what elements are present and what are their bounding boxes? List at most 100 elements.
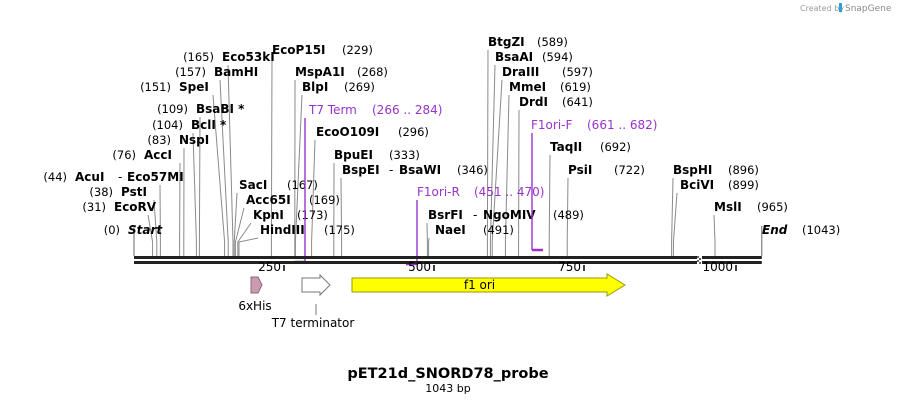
site-spei[interactable]: (151) SpeI bbox=[140, 80, 209, 94]
site-ecop15i[interactable]: EcoP15I (229) bbox=[272, 43, 373, 57]
site-name: End bbox=[762, 223, 788, 237]
site-position: (268) bbox=[357, 65, 388, 79]
site-btgzi[interactable]: BtgZI (589) bbox=[488, 35, 568, 49]
site-position: (109) bbox=[157, 102, 188, 116]
site-line bbox=[219, 79, 229, 256]
site-line bbox=[311, 139, 316, 256]
site-name: SacI bbox=[239, 178, 267, 192]
site-drdi[interactable]: DrdI (641) bbox=[519, 95, 593, 109]
site-name: BspEI bbox=[342, 163, 380, 177]
site-position: (173) bbox=[297, 208, 328, 222]
site-position: (597) bbox=[562, 65, 593, 79]
site-name: BsrFI bbox=[428, 208, 463, 222]
site-name: MmeI bbox=[509, 80, 546, 94]
site-start[interactable]: (0) Start bbox=[104, 223, 164, 237]
site-line bbox=[504, 94, 510, 256]
site-msli[interactable]: MslI (965) bbox=[714, 200, 788, 214]
site-bcivi[interactable]: BciVI (899) bbox=[680, 178, 759, 192]
site-blpi[interactable]: BlpI (269) bbox=[302, 80, 375, 94]
site-name: BclI * bbox=[191, 118, 227, 132]
site-nspi[interactable]: (83) NspI bbox=[147, 133, 209, 147]
site-name-2: NgoMIV bbox=[483, 208, 536, 222]
site-position: (44) bbox=[43, 170, 67, 184]
site-separator: - bbox=[118, 170, 122, 184]
site-name-2: BsaWI bbox=[399, 163, 441, 177]
site-line bbox=[340, 177, 343, 256]
site-position: (589) bbox=[537, 35, 568, 49]
site-line bbox=[566, 177, 569, 256]
site-line bbox=[233, 192, 238, 256]
site-line bbox=[671, 177, 674, 256]
tick-label: 250 bbox=[258, 260, 281, 274]
site-hindiii[interactable]: HindIII (175) bbox=[260, 223, 355, 237]
site-saci[interactable]: SacI (167) bbox=[239, 178, 318, 192]
site-end[interactable]: End (1043) bbox=[762, 223, 840, 237]
site-name: PstI bbox=[121, 185, 147, 199]
site-bsabi[interactable]: (109) BsaBI * bbox=[157, 102, 245, 116]
site-position: (165) bbox=[183, 50, 214, 64]
site-name: SpeI bbox=[179, 80, 209, 94]
site-acui[interactable]: (44) AcuI - Eco57MI bbox=[43, 170, 183, 184]
site-mspa1i[interactable]: MspA1I (268) bbox=[295, 65, 388, 79]
site-acc65i[interactable]: Acc65I (169) bbox=[246, 193, 340, 207]
site-acci[interactable]: (76) AccI bbox=[112, 148, 172, 162]
site-position: (346) bbox=[457, 163, 488, 177]
site-mmei[interactable]: MmeI (619) bbox=[509, 80, 591, 94]
site-bcli[interactable]: (104) BclI * bbox=[152, 118, 227, 132]
feature-label: T7 terminator bbox=[271, 316, 355, 330]
feature-label: 6xHis bbox=[238, 299, 271, 313]
site-position: (76) bbox=[112, 148, 136, 162]
site-position: (296) bbox=[398, 125, 429, 139]
site-bpuei[interactable]: BpuEI (333) bbox=[334, 148, 420, 162]
site-name: Start bbox=[128, 223, 163, 237]
site-draiii[interactable]: DraIII (597) bbox=[502, 65, 593, 79]
snapgene-credit: Created by SnapGene bbox=[800, 3, 892, 14]
site-line bbox=[489, 64, 496, 256]
site-bsphi[interactable]: BspHI (896) bbox=[673, 163, 759, 177]
primer-t7term[interactable]: T7 Term (266 .. 284) bbox=[294, 103, 442, 264]
site-position: (899) bbox=[728, 178, 759, 192]
primer-range: (451 .. 470) bbox=[474, 185, 544, 199]
feature-t7terminator[interactable]: T7 terminator bbox=[271, 273, 355, 330]
site-name: NspI bbox=[179, 133, 209, 147]
site-psii[interactable]: PsiI (722) bbox=[568, 163, 645, 177]
tick-label: 500 bbox=[408, 260, 431, 274]
credit-prefix: Created by bbox=[800, 4, 844, 13]
primer-name: F1ori-R bbox=[417, 185, 460, 199]
site-name: HindIII bbox=[260, 223, 305, 237]
site-line bbox=[486, 49, 489, 256]
site-taqii[interactable]: TaqII (692) bbox=[550, 140, 631, 154]
site-bamhi[interactable]: (157) BamHI bbox=[175, 65, 258, 79]
site-name: BamHI bbox=[214, 65, 258, 79]
site-position: (965) bbox=[757, 200, 788, 214]
feature-arrow bbox=[250, 276, 263, 294]
site-name: BspHI bbox=[673, 163, 712, 177]
site-eco53ki[interactable]: (165) Eco53kI bbox=[183, 50, 275, 64]
site-position: (229) bbox=[342, 43, 373, 57]
site-name: BsaBI * bbox=[196, 102, 245, 116]
site-kpni[interactable]: KpnI (173) bbox=[253, 208, 328, 222]
site-name: KpnI bbox=[253, 208, 284, 222]
feature-6xhis[interactable]: 6xHis bbox=[238, 276, 272, 313]
site-ecorv[interactable]: (31) EcoRV bbox=[82, 200, 156, 214]
site-position: (1043) bbox=[802, 223, 840, 237]
map-length: 1043 bp bbox=[425, 382, 470, 395]
site-line bbox=[212, 94, 226, 256]
site-name: BlpI bbox=[302, 80, 328, 94]
backbone bbox=[134, 256, 762, 264]
site-separator: - bbox=[473, 208, 477, 222]
site-line bbox=[672, 192, 678, 256]
site-bsrfi[interactable]: BsrFI - NgoMIV (489) bbox=[428, 208, 584, 222]
site-name: MslI bbox=[714, 200, 742, 214]
site-position: (692) bbox=[600, 140, 631, 154]
primer-f1orif[interactable]: F1ori-F (661 .. 682) bbox=[531, 118, 657, 252]
site-ecoo109i[interactable]: EcoO109I (296) bbox=[316, 125, 429, 139]
primer-range: (266 .. 284) bbox=[372, 103, 442, 117]
site-bspei[interactable]: BspEI - BsaWI (346) bbox=[342, 163, 488, 177]
site-naei[interactable]: NaeI (491) bbox=[435, 223, 514, 237]
site-position: (175) bbox=[324, 223, 355, 237]
feature-f1ori[interactable]: f1 ori bbox=[351, 273, 626, 297]
site-psti[interactable]: (38) PstI bbox=[89, 185, 147, 199]
site-bsaai[interactable]: BsaAI (594) bbox=[495, 50, 573, 64]
